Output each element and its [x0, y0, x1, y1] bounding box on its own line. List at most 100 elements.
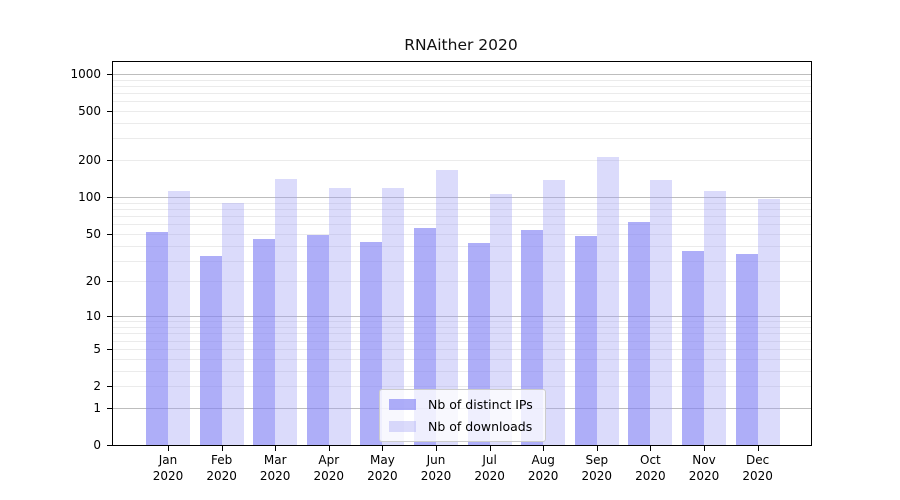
bar-distinct-ips-apr	[306, 234, 329, 445]
y-tick-label-1: 1	[93, 400, 101, 415]
gridline-200	[113, 160, 811, 162]
gridline-1000	[113, 73, 811, 75]
gridline-60	[113, 224, 811, 226]
legend: Nb of distinct IPs Nb of downloads	[379, 389, 546, 442]
bar-downloads-mar	[275, 179, 298, 445]
bar-downloads-jan	[168, 190, 190, 445]
gridline-300	[113, 138, 811, 140]
gridline-100	[113, 197, 811, 199]
gridline-7	[113, 333, 811, 335]
y-tick-label-5: 5	[93, 341, 101, 356]
y-tick-label-10: 10	[85, 309, 101, 324]
x-tick-label-dec: Dec 2020	[742, 453, 773, 483]
bar-distinct-ips-feb	[199, 255, 222, 445]
y-tick-label-500: 500	[78, 104, 101, 118]
bar-distinct-ips-may	[360, 241, 383, 445]
x-tick-label-oct: Oct 2020	[635, 453, 666, 483]
y-tick-0	[107, 445, 112, 446]
bar-downloads-apr	[328, 188, 351, 445]
x-tick-label-nov: Nov 2020	[688, 453, 720, 483]
x-tick-aug	[543, 446, 545, 451]
bar-distinct-ips-nov	[682, 251, 704, 445]
y-tick-1	[107, 407, 112, 409]
gridline-700	[113, 93, 811, 94]
y-tick-200	[107, 160, 112, 162]
bar-distinct-ips-dec	[735, 254, 758, 445]
x-tick-label-aug: Aug 2020	[527, 453, 559, 483]
bar-downloads-jul	[489, 194, 512, 445]
bar-distinct-ips-sep	[574, 235, 597, 445]
gridline-900	[113, 79, 811, 81]
gridline-70	[113, 216, 811, 217]
plot-area: 0 1 2 5 10 20 50 100 200 500 1000 Jan 2020 Feb 2020 M…	[70, 61, 812, 483]
x-tick-apr	[328, 446, 330, 451]
y-tick-500	[107, 111, 112, 112]
y-tick-label-2: 2	[93, 379, 101, 393]
gridline-80	[113, 208, 811, 210]
x-tick-label-sep: Sep 2020	[581, 453, 613, 483]
legend-item-downloads: Nb of downloads	[389, 419, 533, 434]
y-tick-label-20: 20	[85, 274, 101, 289]
gridline-40	[113, 245, 811, 247]
gridline-4	[113, 358, 811, 360]
bar-downloads-jun	[436, 170, 458, 445]
y-tick-20	[107, 281, 112, 283]
bar-downloads-aug	[543, 180, 566, 445]
bar-downloads-nov	[704, 190, 726, 445]
x-tick-label-apr: Apr 2020	[313, 453, 345, 483]
x-tick-feb	[221, 446, 223, 451]
gridline-20	[113, 281, 811, 283]
x-tick-label-mar: Mar 2020	[259, 453, 291, 483]
legend-swatch-downloads	[389, 421, 416, 432]
bar-downloads-oct	[650, 179, 673, 445]
x-tick-label-jul: Jul 2020	[474, 453, 505, 483]
gridline-50	[113, 233, 811, 235]
bar-distinct-ips-mar	[253, 239, 276, 445]
legend-swatch-distinct-ips	[389, 399, 416, 410]
x-tick-label-feb: Feb 2020	[206, 453, 237, 483]
gridline-500	[113, 111, 811, 112]
x-tick-may	[382, 446, 384, 451]
bar-distinct-ips-oct	[628, 221, 651, 445]
gridline-90	[113, 202, 811, 204]
bar-downloads-sep	[596, 156, 619, 445]
x-tick-label-may: May 2020	[367, 453, 398, 483]
gridline-10	[113, 316, 811, 318]
x-tick-jul	[489, 446, 491, 451]
gridline-800	[113, 85, 811, 87]
y-tick-10	[107, 316, 112, 318]
y-tick-label-200: 200	[78, 153, 101, 168]
y-tick-2	[107, 386, 112, 387]
bar-distinct-ips-jan	[146, 231, 168, 445]
gridline-400	[113, 123, 811, 124]
x-tick-sep	[596, 446, 598, 451]
y-tick-label-50: 50	[85, 226, 101, 241]
legend-label-distinct-ips: Nb of distinct IPs	[428, 397, 533, 412]
gridline-6	[113, 340, 811, 342]
bar-downloads-feb	[221, 203, 244, 445]
y-tick-1000	[107, 73, 112, 75]
chart-title: RNAither 2020	[404, 36, 518, 54]
x-tick-label-jun: Jun 2020	[420, 453, 452, 483]
y-tick-50	[107, 233, 112, 235]
gridline-3	[113, 370, 811, 372]
y-tick-label-100: 100	[78, 190, 101, 205]
y-tick-100	[107, 197, 112, 199]
bar-downloads-dec	[757, 198, 780, 445]
bar-downloads-may	[382, 188, 405, 445]
x-tick-jun	[436, 446, 437, 451]
x-tick-mar	[275, 446, 277, 451]
gridline-8	[113, 327, 811, 328]
gridline-2	[113, 386, 811, 387]
x-tick-dec	[757, 446, 759, 451]
x-tick-oct	[650, 446, 652, 451]
gridline-30	[113, 260, 811, 262]
x-tick-nov	[704, 446, 705, 451]
gridline-9	[113, 321, 811, 323]
legend-label-downloads: Nb of downloads	[428, 419, 533, 434]
y-tick-label-1000: 1000	[70, 66, 101, 81]
x-tick-jan	[168, 446, 169, 451]
y-tick-5	[107, 348, 112, 350]
gridline-600	[113, 101, 811, 103]
y-tick-label-0: 0	[93, 438, 101, 452]
